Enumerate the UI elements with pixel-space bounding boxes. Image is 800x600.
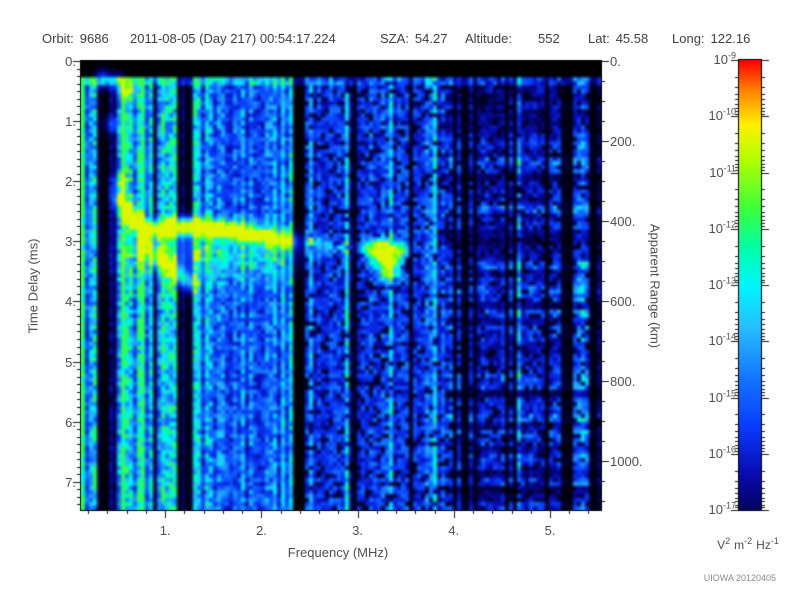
colorbar-tick-label: 10-13 (708, 275, 736, 292)
sza-label: SZA: (380, 31, 409, 46)
orbit-value: 9686 (79, 31, 109, 46)
y-tick-label: 7. (65, 474, 76, 490)
orbit-label: Orbit: (42, 31, 74, 46)
y-axis-title: Time Delay (ms) (25, 238, 41, 334)
long-label: Long: (672, 31, 705, 46)
y2-tick-label: 0. (610, 54, 621, 69)
header-field-sza: SZA: 54.27 (380, 31, 447, 47)
colorbar-tick-label: 10-9 (713, 50, 736, 67)
x-tick-label: 5. (544, 523, 556, 538)
x-axis-title: Frequency (MHz) (287, 545, 389, 560)
colorbar-tick-label: 10-14 (708, 331, 736, 349)
y-tick-label: 3. (65, 234, 76, 250)
colorbar-tick-label: 10-10 (708, 106, 736, 124)
y-tick-label: 2. (65, 174, 76, 190)
colorbar-tick-label: 10-17 (708, 500, 736, 517)
x-tick-label: 3. (352, 523, 364, 538)
altitude-value: 552 (537, 31, 560, 46)
colorbar-tick-label: 10-16 (708, 444, 736, 461)
header-field-lat: Lat: 45.58 (588, 31, 648, 47)
y-tick-label: 6. (65, 414, 76, 430)
credit-text: UIOWA 20120405 (703, 573, 776, 583)
header-field-orbit: Orbit: 9686 (42, 31, 109, 47)
x-tick-label: 1. (159, 523, 171, 538)
header-field-altitude: Altitude: 552 (465, 31, 560, 47)
colorbar-tick-label: 10-15 (708, 388, 736, 405)
lat-label: Lat: (588, 31, 610, 46)
y-tick-label: 1. (65, 114, 76, 130)
y2-tick-label: 800. (610, 374, 636, 389)
header-field-long: Long: 122.16 (672, 31, 750, 47)
colorbar-unit-label: V2 m-2 Hz-1 (717, 536, 779, 553)
x-tick-label: 2. (255, 523, 267, 538)
header-field-datetime: 2011-08-05 (Day 217) 00:54:17.224 (130, 31, 336, 47)
unit-part: m-2 (734, 536, 753, 553)
x-tick-label: 4. (448, 523, 460, 538)
y-tick-label: 0. (65, 54, 76, 69)
y-tick-label: 4. (65, 294, 76, 310)
y2-tick-label: 1000. (610, 454, 643, 469)
sza-value: 54.27 (414, 31, 448, 46)
y2-tick-label: 400. (610, 214, 636, 229)
y2-tick-label: 200. (610, 134, 636, 149)
colorbar-tick-label: 10-12 (708, 219, 736, 236)
datetime-value: 2011-08-05 (Day 217) 00:54:17.224 (130, 31, 336, 46)
unit-part: V2 (717, 536, 731, 553)
unit-part: Hz-1 (756, 536, 779, 553)
y2-tick-label: 600. (610, 294, 636, 309)
altitude-label: Altitude: (465, 31, 512, 46)
long-value: 122.16 (710, 31, 751, 46)
colorbar-tick-label: 10-11 (709, 163, 736, 180)
y-tick-label: 5. (65, 354, 76, 370)
lat-value: 45.58 (615, 31, 649, 46)
y2-axis-title: Apparent Range (km) (647, 223, 663, 349)
